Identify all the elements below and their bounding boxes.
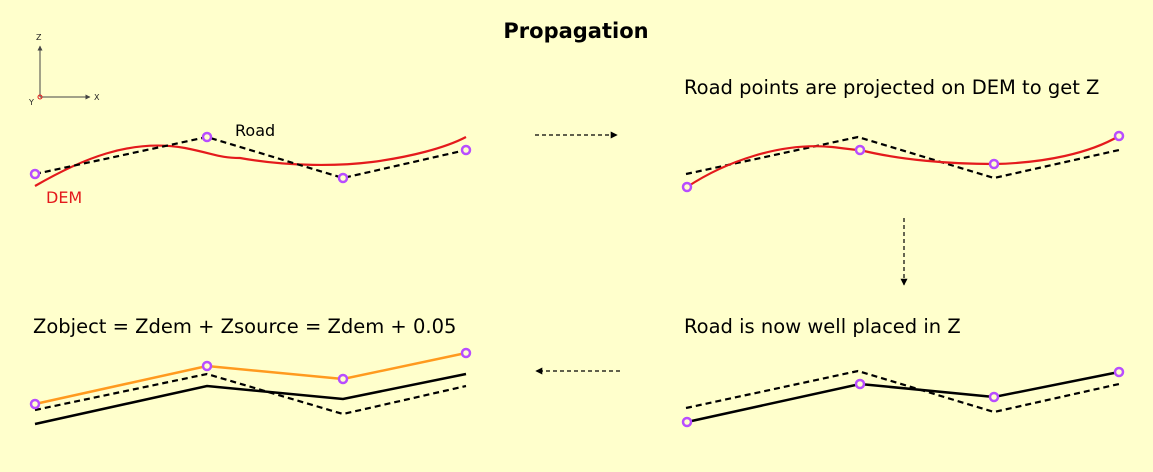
panel-initial: Road DEM	[29, 121, 472, 207]
object-vertices	[29, 347, 472, 410]
road-line-placed	[34, 372, 467, 426]
road-line-dashed	[685, 369, 1120, 414]
z-axis-label: Z	[36, 33, 42, 42]
projected-vertex	[988, 158, 1000, 170]
placed-vertex	[854, 378, 866, 390]
object-vertex	[460, 347, 472, 359]
dem-curve	[686, 135, 1120, 188]
object-vertex	[201, 360, 213, 372]
road-line-dashed	[34, 372, 467, 416]
projected-vertices	[681, 130, 1125, 193]
projected-vertex	[681, 181, 693, 193]
projected-caption: Road points are projected on DEM to get …	[684, 76, 1099, 99]
placed-vertices	[681, 366, 1125, 428]
object-vertex	[29, 398, 41, 410]
object-line	[34, 351, 467, 406]
object-caption: Zobject = Zdem + Zsource = Zdem + 0.05	[33, 315, 456, 338]
road-vertex	[460, 144, 472, 156]
panel-projected: Road points are projected on DEM to get …	[681, 76, 1125, 193]
placed-vertex	[681, 416, 693, 428]
panel-placed: Road is now well placed in Z	[681, 315, 1125, 428]
origin-marker	[37, 94, 43, 100]
placed-caption: Road is now well placed in Z	[684, 315, 961, 338]
road-vertex	[337, 172, 349, 184]
placed-vertex	[988, 391, 1000, 403]
road-line-placed	[686, 370, 1120, 424]
panel-object: Zobject = Zdem + Zsource = Zdem + 0.05	[29, 315, 472, 426]
dem-label: DEM	[46, 188, 82, 207]
projected-vertex	[854, 144, 866, 156]
object-vertex	[337, 373, 349, 385]
diagram-title: Propagation	[503, 19, 648, 43]
y-axis-label: Y	[28, 98, 34, 107]
road-vertices	[29, 131, 472, 184]
projected-vertex	[1113, 130, 1125, 142]
road-line-dashed	[34, 135, 467, 180]
x-axis-label: X	[94, 93, 100, 102]
dem-curve	[34, 136, 467, 187]
road-label: Road	[235, 121, 275, 140]
road-line-dashed	[685, 135, 1120, 180]
road-vertex	[201, 131, 213, 143]
axis-triad: Z X Y	[28, 33, 100, 107]
placed-vertex	[1113, 366, 1125, 378]
road-vertex	[29, 168, 41, 180]
